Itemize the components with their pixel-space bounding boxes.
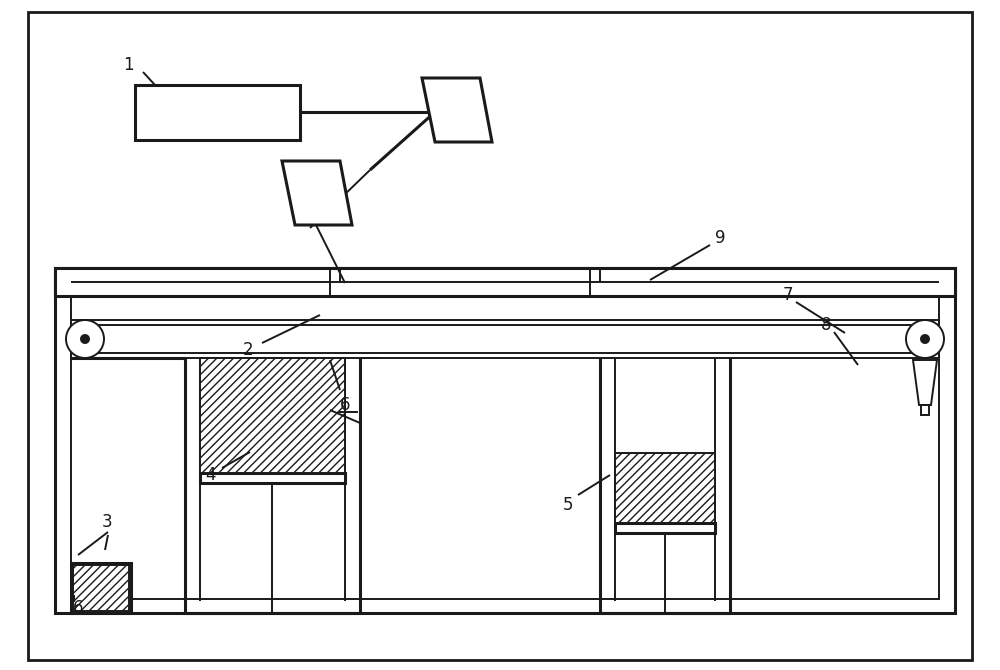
Bar [615, 453, 715, 523]
Text: 8: 8 [821, 316, 831, 334]
Polygon shape [422, 78, 492, 142]
Text: 6: 6 [340, 396, 350, 414]
Text: 6: 6 [73, 599, 83, 617]
Bar [615, 523, 715, 533]
Circle shape [921, 335, 929, 343]
Bar [55, 268, 955, 296]
Text: 3: 3 [102, 513, 112, 531]
Circle shape [81, 335, 89, 343]
Bar [921, 405, 929, 415]
Text: 2: 2 [243, 341, 253, 359]
Bar [71, 320, 939, 358]
Bar [55, 268, 955, 613]
Text: 4: 4 [205, 466, 215, 484]
Polygon shape [282, 161, 352, 225]
Circle shape [906, 320, 944, 358]
Bar [200, 358, 345, 473]
Bar [85, 325, 925, 353]
Text: 5: 5 [563, 496, 573, 514]
Bar [135, 85, 300, 140]
Bar [71, 268, 939, 599]
Circle shape [66, 320, 104, 358]
Bar [200, 473, 345, 483]
Text: 1: 1 [123, 56, 133, 74]
Text: 7: 7 [783, 286, 793, 304]
Bar [71, 563, 131, 613]
Polygon shape [913, 360, 937, 405]
Text: 9: 9 [715, 229, 725, 247]
Bar [73, 565, 129, 611]
